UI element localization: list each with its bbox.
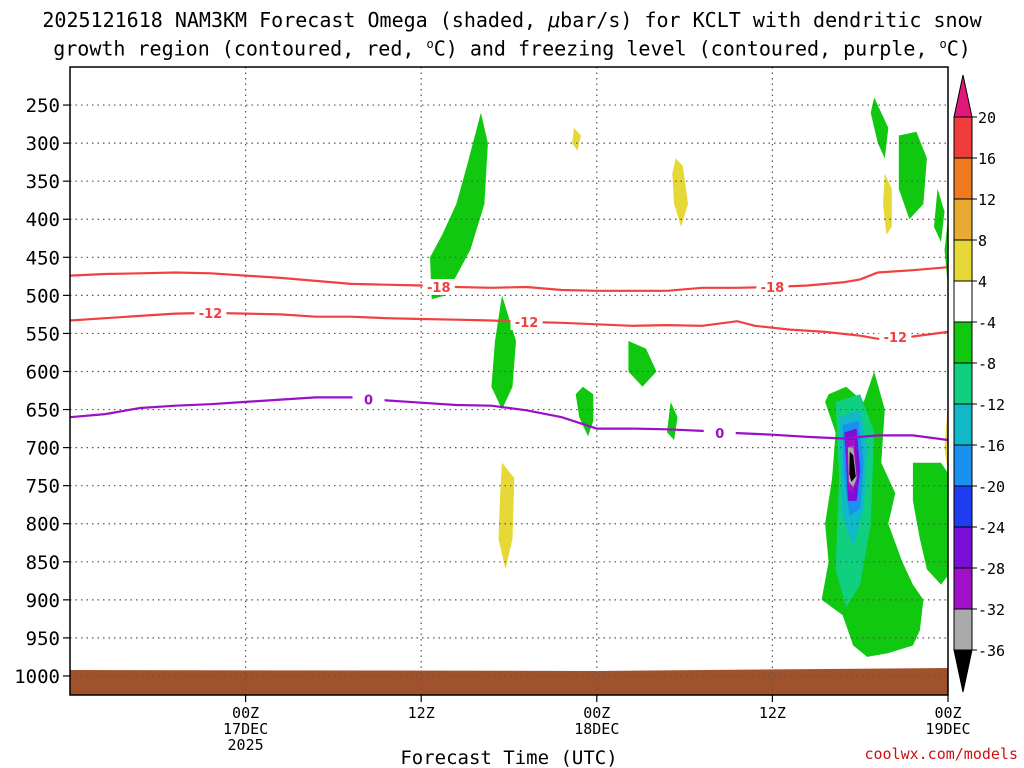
y-tick-label-500: 500 xyxy=(26,285,60,307)
colorbar-bin-6 xyxy=(953,321,973,364)
colorbar-bin-9 xyxy=(953,444,973,487)
omega-region-up6 xyxy=(870,97,889,159)
colorbar-label-6: -8 xyxy=(978,355,996,373)
omega-region-up5 xyxy=(667,401,678,440)
minus-18-contour-label-1: -18 xyxy=(761,281,785,296)
minus-12-contour-label-bg-0 xyxy=(194,304,227,321)
colorbar-label-9: -20 xyxy=(978,478,1005,496)
x-tick-label-40-1: 19DEC xyxy=(925,720,970,738)
y-tick-label-750: 750 xyxy=(26,476,60,498)
freezing-level-contour xyxy=(70,396,948,442)
y-tick-label-350: 350 xyxy=(26,171,60,193)
omega-region-up4 xyxy=(628,341,657,387)
omega-region-down3 xyxy=(672,158,689,227)
credit-text: coolwx.com/models xyxy=(864,745,1018,763)
x-tick-label-0-0: 00Z xyxy=(232,704,259,722)
freezing-level-contour-label-1: 0 xyxy=(715,427,724,442)
omega-region-down5 xyxy=(944,401,948,475)
colorbar-label-8: -16 xyxy=(978,437,1005,455)
colorbar-bin-3 xyxy=(953,198,973,241)
omega-region-up11 xyxy=(912,462,948,585)
colorbar-bin-13 xyxy=(953,608,973,651)
colorbar-label-13: -36 xyxy=(978,642,1005,660)
x-tick-label-0-1: 17DEC xyxy=(223,720,268,738)
y-tick-label-550: 550 xyxy=(26,323,60,345)
colorbar-label-7: -12 xyxy=(978,396,1005,414)
omega-region-up21 xyxy=(849,451,856,482)
x-tick-label-0-2: 2025 xyxy=(228,736,264,754)
colorbar-label-1: 16 xyxy=(978,150,996,168)
x-tick-label-40-0: 00Z xyxy=(934,704,961,722)
colorbar-label-5: -4 xyxy=(978,314,996,332)
chart-title-line-2: growth region (contoured, red, oC) and f… xyxy=(53,36,971,61)
omega-region-up8 xyxy=(934,188,945,243)
minus-18-contour-label-bg-1 xyxy=(756,278,789,295)
colorbar-bin-4 xyxy=(953,239,973,282)
colorbar-top-triangle xyxy=(953,74,973,118)
colorbar-label-0: 20 xyxy=(978,109,996,127)
omega-region-up9 xyxy=(944,219,948,288)
colorbar-bin-1 xyxy=(953,116,973,159)
colorbar-bin-10 xyxy=(953,485,973,528)
omega-region-up7 xyxy=(898,131,927,220)
omega-region-down1 xyxy=(498,462,515,570)
x-tick-label-20-1: 18DEC xyxy=(574,720,619,738)
y-tick-label-650: 650 xyxy=(26,400,60,422)
freezing-level-contour-label-bg-1 xyxy=(703,425,736,442)
y-tick-label-1000: 1000 xyxy=(14,666,60,688)
colorbar-label-4: 4 xyxy=(978,273,987,291)
y-tick-label-450: 450 xyxy=(26,247,60,269)
omega-region-up3 xyxy=(575,386,594,437)
y-tick-label-400: 400 xyxy=(26,209,60,231)
omega-region-down2 xyxy=(572,127,581,151)
colorbar-label-3: 8 xyxy=(978,232,987,250)
minus-18-contour xyxy=(70,266,948,292)
colorbar-bin-5 xyxy=(953,280,973,323)
plot-frame xyxy=(69,66,949,696)
y-tick-label-700: 700 xyxy=(26,438,60,460)
minus-12-contour-label-bg-2 xyxy=(879,329,912,346)
colorbar-label-10: -24 xyxy=(978,519,1005,537)
minus-12-contour xyxy=(70,311,948,340)
colorbar-bottom-triangle xyxy=(953,649,973,693)
y-tick-label-800: 800 xyxy=(26,514,60,536)
freezing-level-contour-label-0: 0 xyxy=(364,394,373,409)
minus-18-contour-label-0: -18 xyxy=(427,281,451,296)
colorbar-bin-8 xyxy=(953,403,973,446)
colorbar-bin-2 xyxy=(953,157,973,200)
x-axis-label: Forecast Time (UTC) xyxy=(400,747,617,768)
minus-12-contour-label-bg-1 xyxy=(510,314,543,331)
y-tick-label-950: 950 xyxy=(26,628,60,650)
freezing-level-contour-label-bg-0 xyxy=(352,391,385,408)
y-tick-label-250: 250 xyxy=(26,95,60,117)
colorbar-bin-11 xyxy=(953,526,973,569)
colorbar-label-11: -28 xyxy=(978,560,1005,578)
minus-12-contour-label-1: -12 xyxy=(515,316,539,331)
colorbar-label-2: 12 xyxy=(978,191,996,209)
y-tick-label-900: 900 xyxy=(26,590,60,612)
y-tick-label-600: 600 xyxy=(26,361,60,383)
omega-region-down4 xyxy=(883,173,892,235)
x-tick-label-30-0: 12Z xyxy=(759,704,786,722)
x-tick-label-10-0: 12Z xyxy=(408,704,435,722)
omega-region-up2 xyxy=(491,295,516,410)
minus-12-contour-label-0: -12 xyxy=(199,307,223,322)
omega-region-up1 xyxy=(430,112,488,300)
minus-18-contour-label-bg-0 xyxy=(422,278,455,295)
ground-surface xyxy=(70,663,948,695)
y-tick-label-850: 850 xyxy=(26,552,60,574)
chart-title-line-1: 2025121618 NAM3KM Forecast Omega (shaded… xyxy=(42,8,982,32)
colorbar-label-12: -32 xyxy=(978,601,1005,619)
colorbar-bin-7 xyxy=(953,362,973,405)
minus-12-contour-label-2: -12 xyxy=(884,331,908,346)
colorbar-bin-12 xyxy=(953,567,973,610)
x-tick-label-20-0: 00Z xyxy=(583,704,610,722)
y-tick-label-300: 300 xyxy=(26,133,60,155)
omega-region-down7 xyxy=(1015,448,1024,585)
